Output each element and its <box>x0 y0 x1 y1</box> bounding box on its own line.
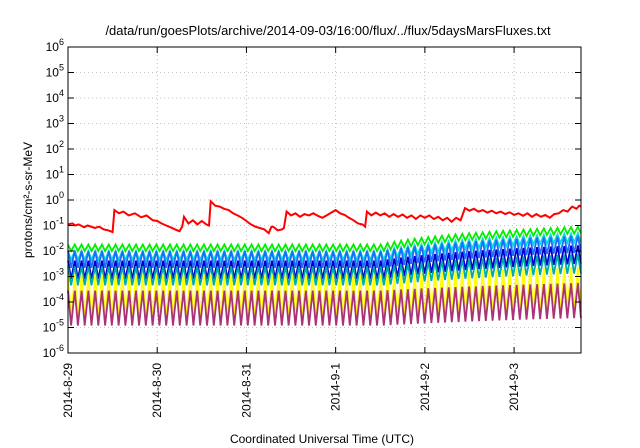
x-tick-label: 2014-8-30 <box>150 363 164 418</box>
x-axis-label: Coordinated Universal Time (UTC) <box>230 432 414 446</box>
x-tick-label: 2014-9-2 <box>418 363 432 411</box>
y-tick-label: 10-1 <box>43 216 64 233</box>
y-tick-label: 105 <box>46 63 64 80</box>
y-tick-label: 100 <box>46 190 64 207</box>
y-tick-label: 10-6 <box>43 343 64 360</box>
y-tick-label: 10-5 <box>43 318 64 335</box>
y-axis-label: protons/cm²-s-sr-MeV <box>21 142 35 258</box>
y-tick-label: 104 <box>46 88 64 105</box>
x-axis: 2014-8-29 2014-8-30 2014-8-31 2014-9-1 2014-… <box>61 47 521 418</box>
y-tick-label: 10-2 <box>43 241 64 258</box>
y-tick-label: 106 <box>46 37 64 54</box>
series-line <box>67 198 582 235</box>
series-line <box>67 254 582 286</box>
x-tick-label: 2014-8-29 <box>61 363 75 418</box>
series-line <box>67 245 582 280</box>
x-tick-label: 2014-9-3 <box>507 363 521 411</box>
y-axis: 10-6 10-5 10-4 10-3 10-2 10-1 100 101 102 103 104 1… <box>43 37 581 360</box>
x-tick-label: 2014-8-31 <box>239 363 253 418</box>
x-tick-label: 2014-9-1 <box>329 363 343 411</box>
y-tick-label: 10-3 <box>43 267 64 284</box>
series-line <box>67 282 582 326</box>
y-tick-label: 103 <box>46 114 64 131</box>
chart-title: /data/run/goesPlots/archive/2014-09-03/1… <box>105 23 551 38</box>
series-group <box>67 198 582 326</box>
y-tick-label: 101 <box>46 165 64 182</box>
series-line <box>67 235 582 268</box>
y-tick-label: 10-4 <box>43 292 64 309</box>
series-line <box>67 224 582 254</box>
y-tick-label: 102 <box>46 139 64 156</box>
